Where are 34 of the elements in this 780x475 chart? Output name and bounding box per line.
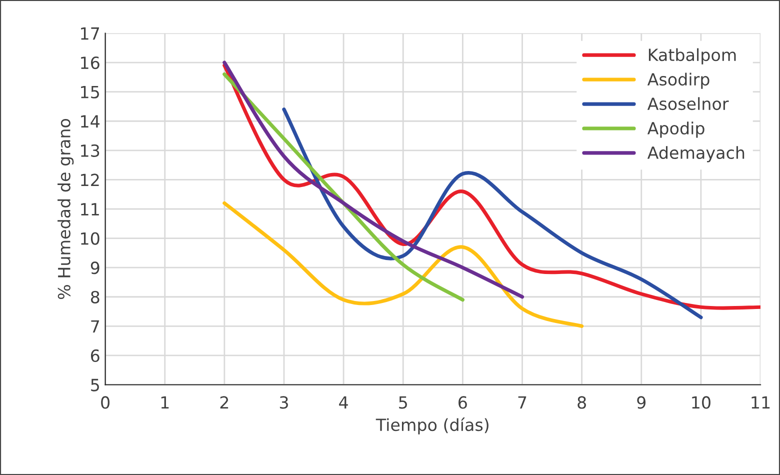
legend-label: Katbalpom (648, 48, 736, 64)
x-tick-label: 9 (637, 396, 646, 409)
x-tick-label: 4 (339, 396, 348, 409)
line-series (222, 60, 524, 299)
legend-label: Apodip (647, 122, 704, 138)
x-axis-title: Tiempo (días) (376, 418, 488, 434)
y-tick-label: 14 (81, 115, 100, 128)
x-tick-label: 7 (518, 396, 526, 409)
y-tick-label: 6 (91, 349, 100, 362)
y-tick-label: 12 (81, 174, 99, 186)
y-tick-label: 10 (81, 232, 100, 245)
x-tick-label: 3 (280, 396, 288, 409)
x-tick-label: 6 (458, 396, 467, 409)
legend-label: Ademayach (647, 146, 744, 162)
x-tick-label: 1 (161, 396, 169, 409)
legend-label: Asodirp (647, 72, 710, 89)
y-tick-label: 7 (91, 320, 100, 332)
legend-label: Asoselnor (647, 97, 729, 110)
x-tick-label: 0 (101, 396, 110, 409)
y-tick-label: 13 (81, 144, 100, 157)
y-tick-label: 16 (81, 56, 100, 70)
y-axis-title: % Humedad de grano (58, 118, 74, 300)
y-tick-label: 5 (91, 378, 99, 392)
y-tick-label: 11 (81, 203, 99, 216)
x-tick-label: 10 (692, 396, 710, 409)
x-tick-label: 5 (399, 396, 407, 409)
y-tick-label: 15 (81, 86, 99, 98)
x-tick-label: 2 (220, 396, 228, 409)
line-series (222, 201, 584, 328)
x-tick-label: 8 (578, 396, 586, 409)
x-tick-label: 11 (752, 396, 770, 409)
y-tick-label: 9 (90, 262, 100, 274)
y-tick-label: 17 (81, 27, 100, 40)
y-tick-label: 8 (90, 290, 100, 304)
